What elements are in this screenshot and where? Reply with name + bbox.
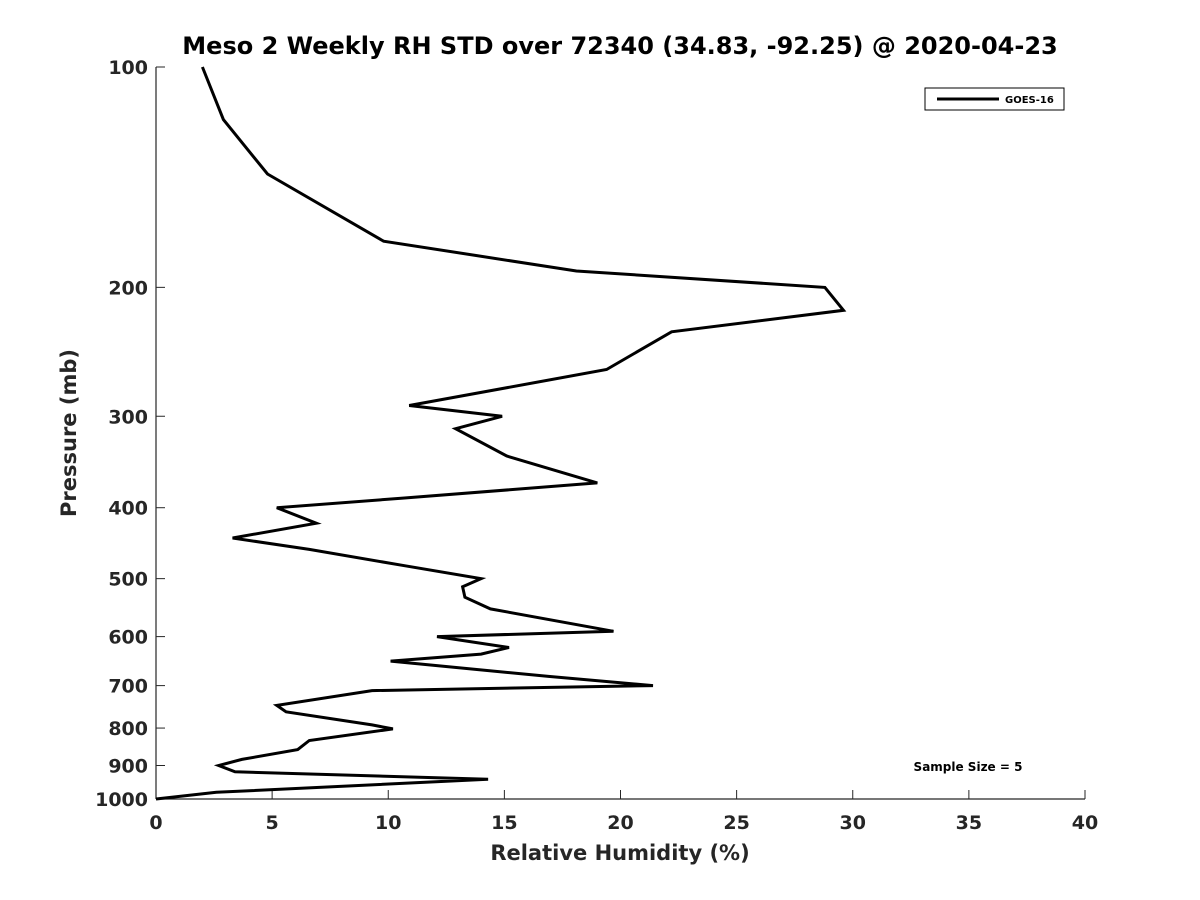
y-tick-label: 800 <box>108 718 148 740</box>
y-tick-label: 200 <box>108 277 148 299</box>
x-tick-label: 40 <box>1072 812 1098 834</box>
x-tick-label: 20 <box>607 812 633 834</box>
chart-title: Meso 2 Weekly RH STD over 72340 (34.83, … <box>182 32 1057 60</box>
x-tick-label: 0 <box>149 812 162 834</box>
y-tick-label: 700 <box>108 676 148 698</box>
x-tick-label: 5 <box>266 812 279 834</box>
legend-label-goes-16: GOES-16 <box>1005 95 1054 106</box>
x-tick-label: 10 <box>375 812 401 834</box>
x-tick-label: 35 <box>956 812 982 834</box>
y-tick-label: 400 <box>108 498 148 520</box>
y-tick-label: 100 <box>108 57 148 79</box>
y-axis-label: Pressure (mb) <box>57 349 81 517</box>
legend: GOES-16 <box>924 87 1065 111</box>
series-layer <box>155 66 847 801</box>
sample-size-annotation: Sample Size = 5 <box>914 760 1023 774</box>
y-tick-label: 900 <box>108 756 148 778</box>
x-tick-label: 25 <box>723 812 749 834</box>
y-tick-label: 500 <box>108 569 148 591</box>
x-tick-label: 15 <box>491 812 517 834</box>
series-line-goes-16 <box>155 66 847 801</box>
y-tick-label: 300 <box>108 406 148 428</box>
x-tick-label: 30 <box>840 812 866 834</box>
y-tick-label: 600 <box>108 627 148 649</box>
y-tick-label: 1000 <box>95 789 148 811</box>
ticks: 0 5 10 15 20 25 30 35 40 100 200 300 400 500 600 700 800… <box>95 57 1098 834</box>
x-axis-label: Relative Humidity (%) <box>490 841 749 865</box>
